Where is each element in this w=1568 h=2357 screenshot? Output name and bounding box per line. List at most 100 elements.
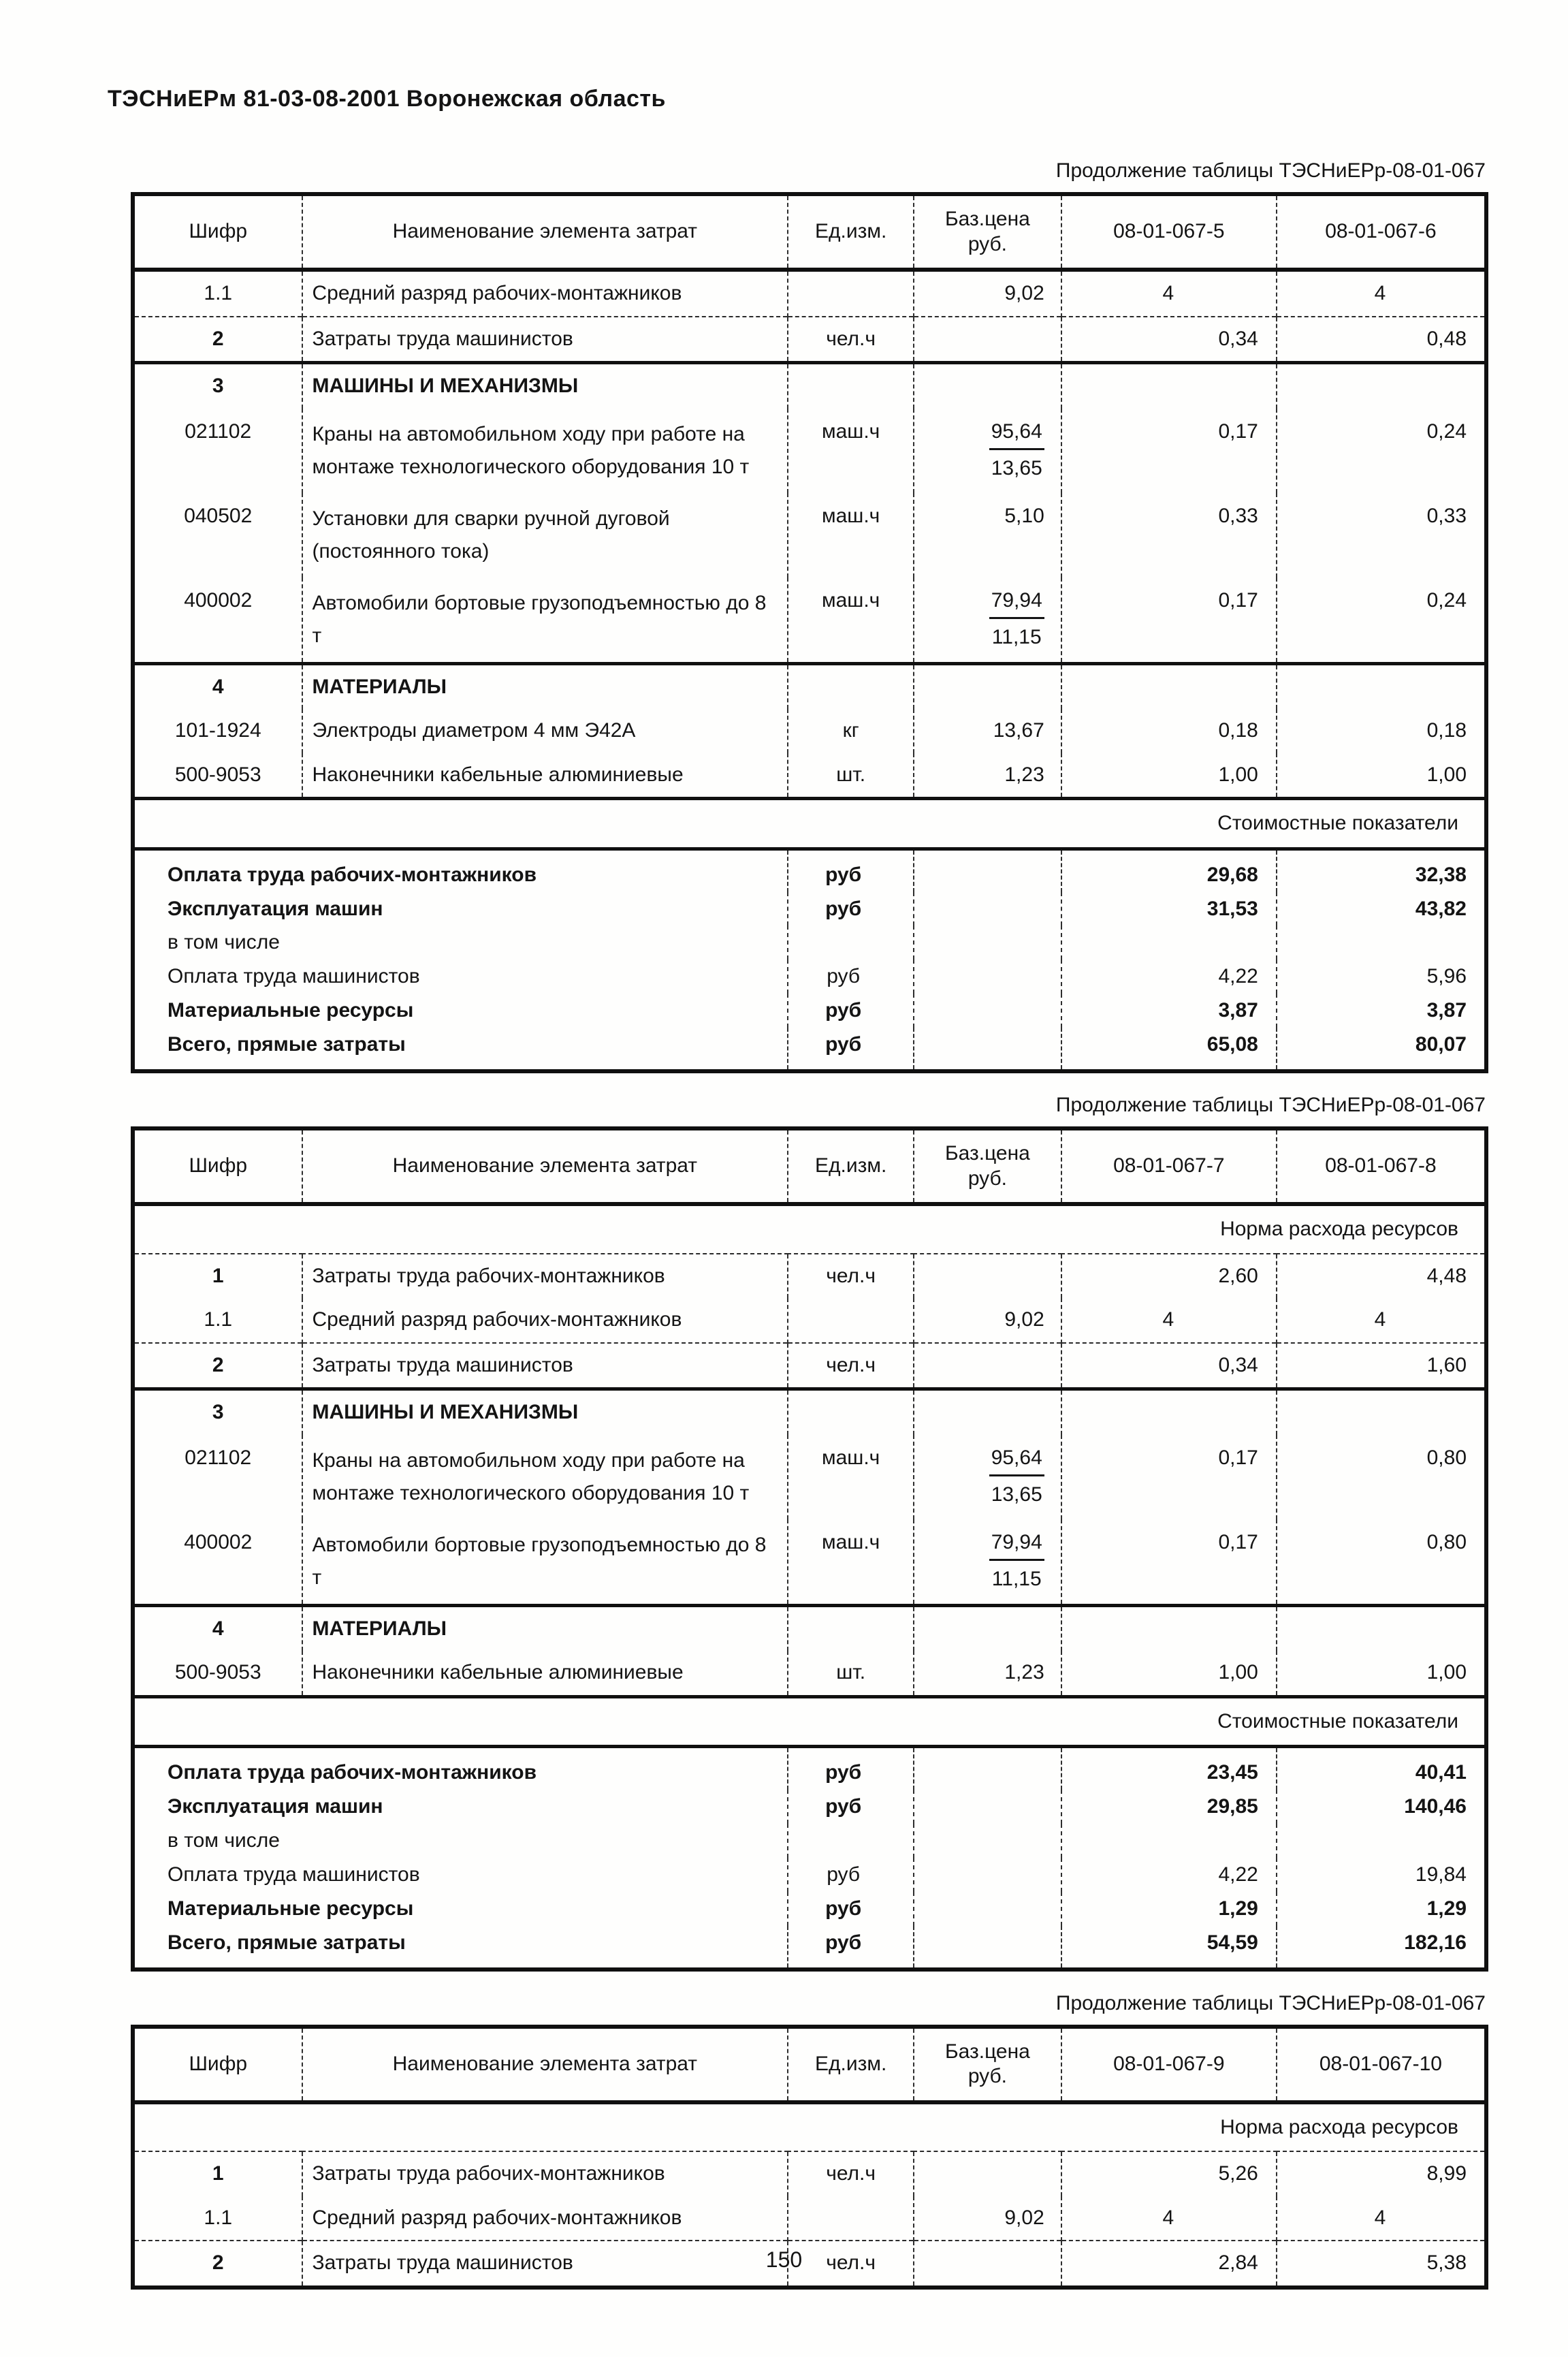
unit-cell: руб — [787, 1746, 914, 1790]
summary-label: Всего, прямые затраты — [167, 1033, 406, 1056]
unit-cell: чел.ч — [787, 2151, 914, 2196]
header-cell-rate-2: 08-01-067-6 — [1275, 194, 1486, 272]
code-cell: 021102 — [185, 420, 252, 443]
unit-cell: чел.ч — [787, 1342, 914, 1389]
table-row: 400002 Автомобили бортовые грузоподъемнос… — [133, 577, 1486, 664]
unit-cell: чел.ч — [787, 2240, 914, 2288]
value-cell: 29,85 — [1060, 1790, 1277, 1824]
code-cell: 1.1 — [204, 2206, 233, 2229]
unit-cell — [787, 2196, 914, 2241]
value-cell: 1,29 — [1275, 1891, 1486, 1926]
value-cell: 4 — [1275, 1298, 1486, 1343]
value-cell — [1275, 1603, 1486, 1651]
unit-cell: руб — [787, 1028, 914, 1072]
content-area: Продолжение таблицы ТЭСНиЕРр-08-01-067 Ш… — [131, 158, 1488, 2290]
unit-cell: руб — [787, 849, 914, 892]
price-denominator: 11,15 — [991, 625, 1042, 648]
price-denominator: 11,15 — [991, 1567, 1042, 1590]
price-cell — [913, 1603, 1061, 1651]
name-cell: Средний разряд рабочих-монтажников — [301, 1298, 788, 1343]
price-cell: 79,94 11,15 — [913, 577, 1061, 664]
table-row: 021102 Краны на автомобильном ходу при ра… — [133, 408, 1486, 493]
price-denominator: 13,65 — [991, 1483, 1042, 1506]
name-cell: Краны на автомобильном ходу при работе н… — [301, 1434, 788, 1519]
code-cell: 1 — [212, 1264, 224, 1287]
code-cell: 3 — [133, 1387, 302, 1435]
unit-cell: маш.ч — [787, 408, 914, 493]
table-row: в том числе — [133, 1824, 1486, 1858]
value-cell: 5,26 — [1060, 2151, 1277, 2196]
unit-cell: руб — [787, 1925, 914, 1970]
value-cell: 0,24 — [1275, 577, 1486, 664]
unit-cell — [787, 1387, 914, 1435]
code-cell: 500-9053 — [174, 763, 261, 786]
unit-cell — [787, 1824, 914, 1858]
table-row: 4 МАТЕРИАЛЫ — [133, 1603, 1486, 1651]
value-cell: 4 — [1060, 1298, 1277, 1343]
band-label: Стоимостные показатели — [133, 1694, 1486, 1749]
table-row: в том числе — [133, 926, 1486, 960]
table-row: 3 МАШИНЫ И МЕХАНИЗМЫ — [133, 361, 1486, 409]
value-cell — [1060, 926, 1277, 960]
summary-label: Материальные ресурсы — [167, 999, 414, 1022]
table-row: 2 Затраты труда машинистов чел.ч 0,34 1,60 — [133, 1342, 1486, 1389]
summary-label: Эксплуатация машин — [167, 897, 383, 920]
price-fraction: 95,64 13,65 — [989, 1444, 1044, 1508]
price-cell — [913, 1028, 1061, 1072]
name-cell: Автомобили бортовые грузоподъемностью до… — [301, 1519, 788, 1606]
price-numerator: 95,64 — [989, 1444, 1044, 1476]
value-cell: 0,34 — [1060, 315, 1277, 363]
unit-cell: руб — [787, 994, 914, 1028]
code-cell: 101-1924 — [174, 719, 261, 742]
table-body: 1.1 Средний разряд рабочих-монтажников 9,0… — [133, 270, 1486, 1072]
price-cell: 79,94 11,15 — [913, 1519, 1061, 1606]
value-cell: 40,41 — [1275, 1746, 1486, 1790]
unit-cell: руб — [787, 891, 914, 926]
value-cell: 19,84 — [1275, 1857, 1486, 1892]
table-header-row: Шифр Наименование элемента затрат Ед.изм… — [133, 194, 1486, 272]
header-cell-rate-2: 08-01-067-8 — [1275, 1128, 1486, 1207]
table-row: 040502 Установки для сварки ручной дугово… — [133, 492, 1486, 578]
table-row: Всего, прямые затраты руб 54,59 182,16 — [133, 1925, 1486, 1970]
table-row: 1.1 Средний разряд рабочих-монтажников 9,0… — [133, 270, 1486, 317]
name-cell: Затраты труда рабочих-монтажников — [301, 2151, 788, 2196]
unit-cell — [787, 361, 914, 409]
value-cell — [1060, 1387, 1277, 1435]
name-cell: Электроды диаметром 4 мм Э42А — [301, 709, 788, 753]
code-cell: 2 — [133, 315, 302, 363]
value-cell: 5,38 — [1275, 2240, 1486, 2288]
price-cell — [913, 661, 1061, 710]
table-caption: Продолжение таблицы ТЭСНиЕРр-08-01-067 — [1055, 159, 1486, 182]
value-cell: 0,33 — [1060, 492, 1277, 578]
name-cell: Средний разряд рабочих-монтажников — [301, 270, 788, 317]
price-cell: 9,02 — [913, 2196, 1061, 2241]
value-cell: 3,87 — [1060, 994, 1277, 1028]
band-label: Стоимостные показатели — [133, 797, 1486, 851]
unit-cell: шт. — [787, 753, 914, 799]
value-cell: 31,53 — [1060, 891, 1277, 926]
name-cell: Краны на автомобильном ходу при работе н… — [301, 408, 788, 493]
table-row: 1 Затраты труда рабочих-монтажников чел.ч 5… — [133, 2151, 1486, 2196]
price-numerator: 79,94 — [989, 587, 1044, 619]
price-cell: 9,02 — [913, 270, 1061, 317]
table-row: Материальные ресурсы руб 3,87 3,87 — [133, 994, 1486, 1028]
unit-cell — [787, 1298, 914, 1343]
unit-cell: руб — [787, 960, 914, 994]
price-cell — [913, 960, 1061, 994]
value-cell — [1060, 661, 1277, 710]
name-cell: Затраты труда машинистов — [301, 2240, 788, 2288]
value-cell: 29,68 — [1060, 849, 1277, 892]
value-cell — [1275, 661, 1486, 710]
value-cell: 182,16 — [1275, 1925, 1486, 1970]
value-cell: 0,17 — [1060, 1434, 1277, 1519]
price-cell: 95,64 13,65 — [913, 408, 1061, 493]
table-row: 2 Затраты труда машинистов чел.ч 0,34 0,48 — [133, 315, 1486, 363]
code-cell: 4 — [133, 1603, 302, 1651]
table-caption: Продолжение таблицы ТЭСНиЕРр-08-01-067 — [1055, 1991, 1486, 2014]
unit-cell: руб — [787, 1857, 914, 1892]
value-cell: 4 — [1060, 2196, 1277, 2241]
table-row: 1.1 Средний разряд рабочих-монтажников 9,0… — [133, 1298, 1486, 1343]
name-cell: Средний разряд рабочих-монтажников — [301, 2196, 788, 2241]
value-cell: 65,08 — [1060, 1028, 1277, 1072]
value-cell: 0,18 — [1275, 709, 1486, 753]
